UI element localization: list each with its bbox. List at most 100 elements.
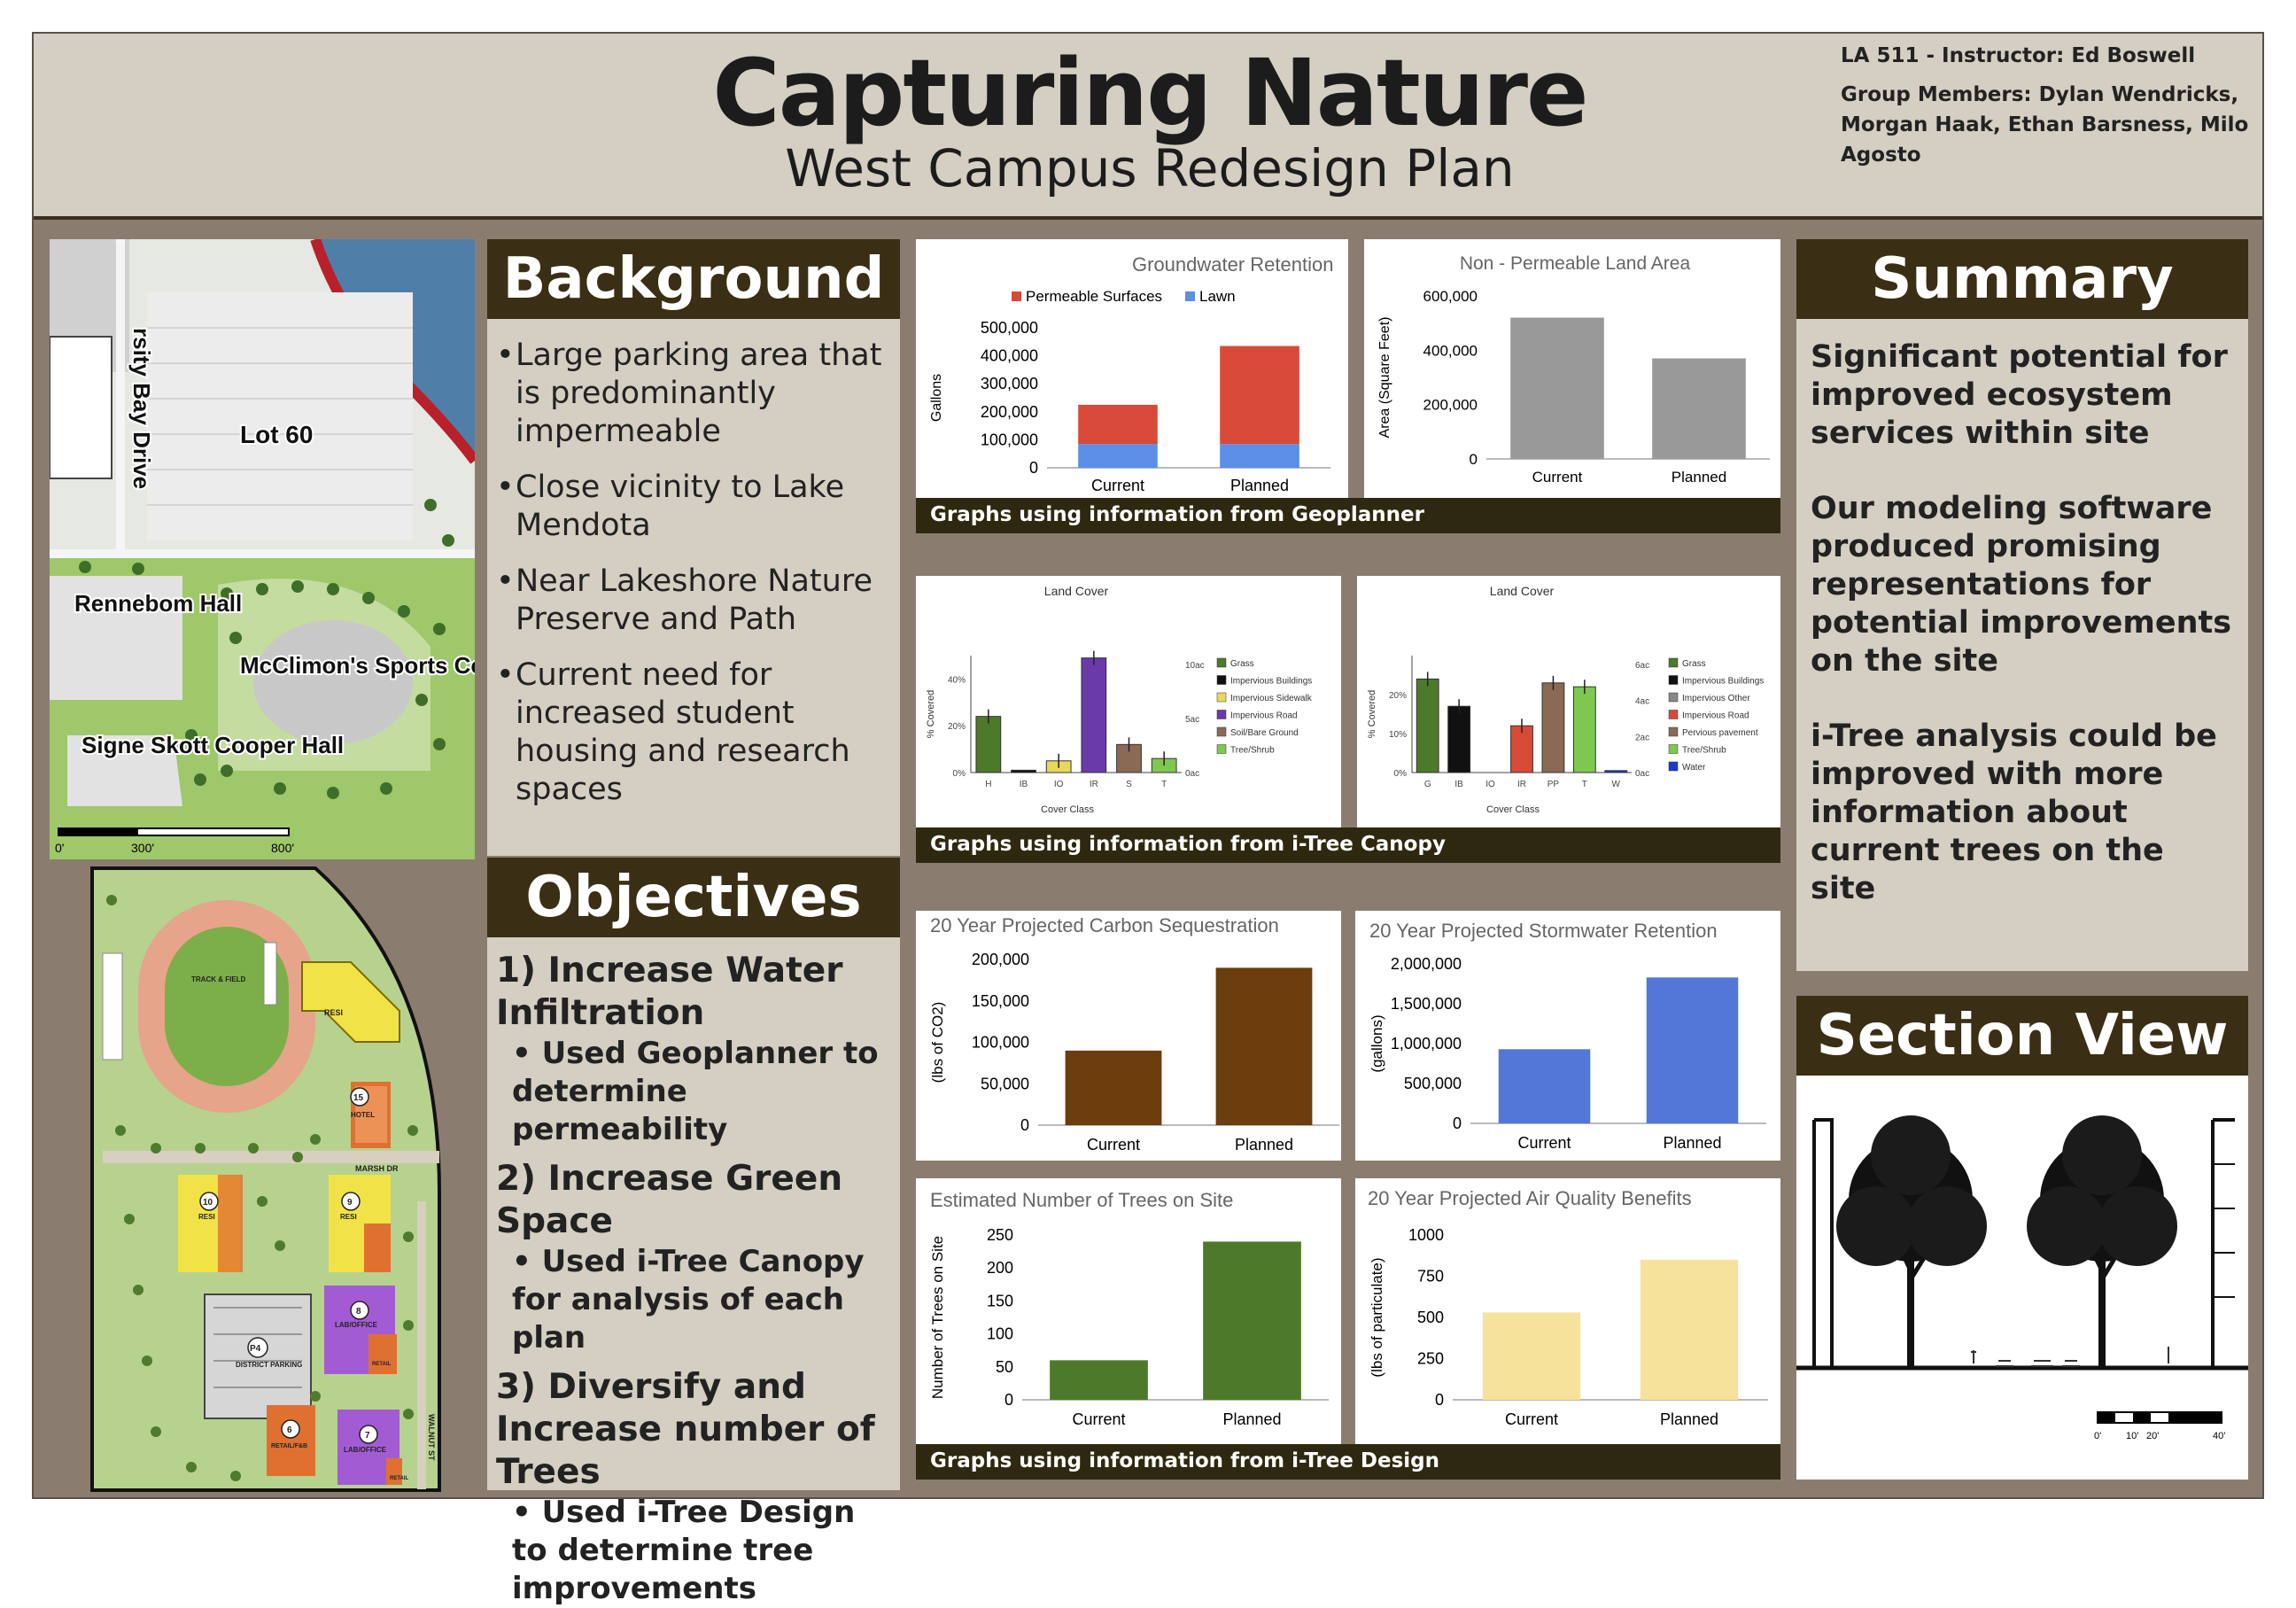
y-axis-label: % Covered xyxy=(1367,690,1377,738)
chart-title: Groundwater Retention xyxy=(1132,253,1333,276)
nonpermeable-chart: Non - Permeable Land Area 0 200,000 400,000… xyxy=(1377,253,1770,486)
svg-text:7: 7 xyxy=(365,1431,370,1441)
x-tick-label: IB xyxy=(1454,780,1463,789)
plan-walnut-label: WALNUT ST xyxy=(427,1414,436,1461)
trees-chart: Estimated Number of Trees on Site 0 50 100 1… xyxy=(929,1189,1329,1428)
objectives-heading: Objectives xyxy=(487,858,900,937)
y-tick-label: 400,000 xyxy=(981,347,1038,365)
svg-text:RETAIL: RETAIL xyxy=(372,1362,392,1367)
legend-swatch xyxy=(1668,692,1679,703)
bar xyxy=(975,716,1002,773)
bar xyxy=(1482,1312,1581,1400)
y-tick-label: 0% xyxy=(953,769,966,779)
legend-swatch xyxy=(1668,744,1679,754)
legend-swatch xyxy=(1668,761,1679,772)
legend-label: Grass xyxy=(1230,659,1254,669)
legend-label: Impervious Buildings xyxy=(1230,677,1312,687)
x-tick-label: G xyxy=(1424,780,1431,789)
objectives-list: 1) Increase Water Infiltration • Used Ge… xyxy=(487,937,900,1608)
chart-title: 20 Year Projected Carbon Sequestration xyxy=(930,914,1279,936)
y-tick-label: 150 xyxy=(987,1292,1013,1309)
legend-label: Permeable Surfaces xyxy=(1026,288,1162,305)
legend-label: Tree/Shrub xyxy=(1682,746,1726,756)
legend-label: Water xyxy=(1682,763,1706,773)
chart-card-landcover-planned: Land Cover 0% 10% 20% 0ac 2ac 4ac 6ac % Covered C… xyxy=(1357,576,1780,827)
y-tick-label: 1,500,000 xyxy=(1391,995,1462,1013)
y2-tick-label: 0ac xyxy=(1635,769,1649,779)
bar-segment xyxy=(1220,346,1299,445)
landcover-planned-chart: Land Cover 0% 10% 20% 0ac 2ac 4ac 6ac % Covered C… xyxy=(1367,584,1764,815)
bar xyxy=(1203,1241,1301,1400)
legend-label: Grass xyxy=(1682,659,1706,669)
x-tick-label: IB xyxy=(1020,780,1028,789)
summary-paragraph: Our modeling software produced promising… xyxy=(1811,491,2232,679)
lot-60-label: Lot 60 xyxy=(240,421,313,448)
y-tick-label: 200,000 xyxy=(1423,397,1478,414)
background-panel: Background Large parking area that is pr… xyxy=(487,239,900,856)
legend-label: Pervious pavement xyxy=(1682,728,1758,738)
bar xyxy=(1065,1050,1162,1125)
bar xyxy=(1510,317,1604,459)
x-tick-label: Planned xyxy=(1235,1136,1293,1154)
x-tick-label: IO xyxy=(1485,780,1495,789)
x-tick-label: S xyxy=(1126,780,1132,789)
bar xyxy=(1510,725,1533,773)
legend-label: Lawn xyxy=(1199,288,1236,305)
y-axis-label: (gallons) xyxy=(1369,1014,1385,1072)
mcclimon-label: McClimon's Sports Complex xyxy=(240,652,475,679)
caption-canopy: Graphs using information from i-Tree Can… xyxy=(916,827,1780,863)
site-aerial-map: rsity Bay Drive Lot 60 Rennebom Hall McC… xyxy=(50,239,475,859)
legend-swatch xyxy=(1216,744,1227,754)
course-line: LA 511 - Instructor: Ed Boswell xyxy=(1841,44,2196,67)
y-tick-label: 200,000 xyxy=(981,403,1038,421)
y-tick-label: 300,000 xyxy=(981,375,1038,392)
y-tick-label: 500,000 xyxy=(1404,1075,1462,1092)
chart-card-groundwater: Groundwater Retention 0 100,000 200,000 300,… xyxy=(916,239,1348,498)
y-tick-label: 1,000,000 xyxy=(1391,1035,1462,1053)
plan-map-svg: TRACK & FIELD RESI 15 HOTEL MARSH DR 10 … xyxy=(90,866,441,1492)
bar xyxy=(1447,705,1471,773)
x-tick-label: IR xyxy=(1517,780,1526,789)
svg-text:RETAIL/F&B: RETAIL/F&B xyxy=(271,1443,307,1449)
poster-subtitle: West Campus Redesign Plan xyxy=(785,138,1515,198)
y-tick-label: 0 xyxy=(1470,451,1478,468)
chart-card-landcover-current: Land Cover 0% 20% 40% 0ac 5ac 10ac % Covered Cov… xyxy=(916,576,1341,827)
background-item: Large parking area that is predominantly… xyxy=(496,337,888,451)
street-label: rsity Bay Drive xyxy=(128,328,155,489)
y-tick-label: 200 xyxy=(987,1259,1013,1277)
bar xyxy=(1498,1049,1591,1123)
objective-title: 1) Increase Water Infiltration xyxy=(496,951,843,1033)
svg-text:300': 300' xyxy=(131,841,154,855)
y-tick-label: 10% xyxy=(1389,730,1407,740)
y-tick-label: 100 xyxy=(987,1325,1013,1343)
x-axis-label: Cover Class xyxy=(1041,804,1094,815)
y-axis-label: Number of Trees on Site xyxy=(929,1236,946,1399)
y-axis-label: Gallons xyxy=(929,374,944,422)
y-tick-label: 50,000 xyxy=(981,1075,1029,1092)
rennebohm-label: Rennebom Hall xyxy=(74,590,242,617)
y2-tick-label: 5ac xyxy=(1185,715,1199,725)
y-axis-label: (lbs of CO2) xyxy=(929,1002,946,1084)
bar xyxy=(1652,358,1746,459)
x-tick-label: T xyxy=(1582,780,1587,789)
chart-card-nonpermeable: Non - Permeable Land Area 0 200,000 400,000… xyxy=(1364,239,1780,498)
chart-card-air: 20 Year Projected Air Quality Benefits 0 2… xyxy=(1355,1178,1780,1444)
svg-text:10': 10' xyxy=(2126,1431,2138,1441)
y-tick-label: 500 xyxy=(1417,1309,1444,1326)
svg-text:20': 20' xyxy=(2146,1431,2159,1441)
legend-swatch xyxy=(1668,710,1679,719)
bar xyxy=(1646,977,1739,1123)
section-view-drawing: 0' 10' 20' 40' xyxy=(1796,1076,2248,1480)
bar xyxy=(1640,1259,1739,1400)
legend-label: Tree/Shrub xyxy=(1230,746,1275,756)
legend-swatch xyxy=(1668,675,1679,685)
svg-text:800': 800' xyxy=(271,841,294,855)
chart-title: 20 Year Projected Air Quality Benefits xyxy=(1368,1187,1692,1209)
objective-title: 2) Increase Green Space xyxy=(496,1159,843,1241)
y-tick-label: 0 xyxy=(1453,1115,1462,1132)
caption-geoplanner: Graphs using information from Geoplanner xyxy=(916,498,1780,533)
legend-label: Impervious Buildings xyxy=(1682,677,1764,687)
legend-label: Impervious Road xyxy=(1230,711,1298,721)
y-tick-label: 200,000 xyxy=(972,951,1029,968)
svg-text:RESI: RESI xyxy=(198,1213,215,1221)
